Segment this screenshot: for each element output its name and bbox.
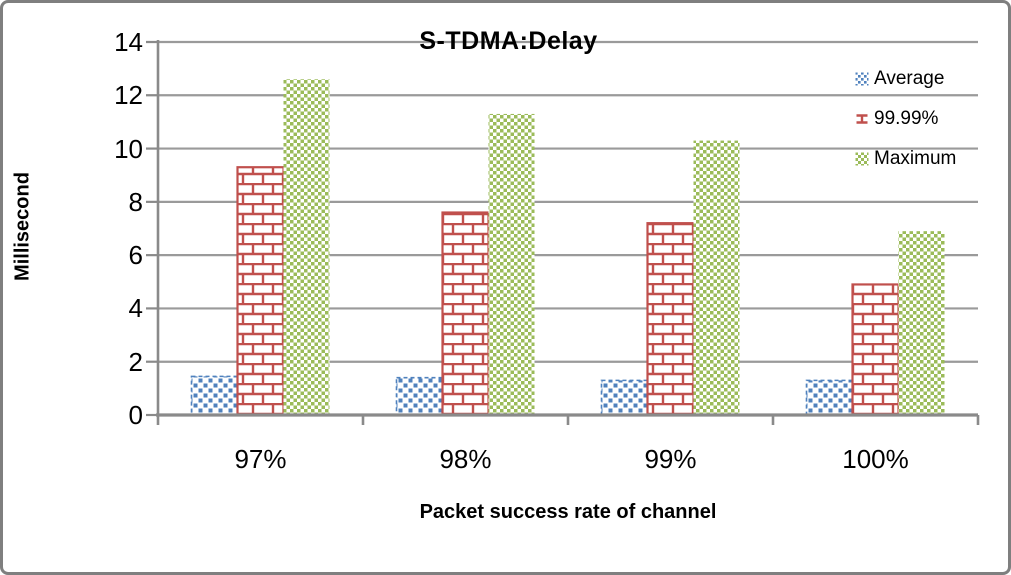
x-tick-label-97%: 97%: [234, 444, 287, 474]
legend-entry-Average: Average: [855, 66, 944, 92]
y-tick-label-4: 4: [128, 293, 143, 324]
y-tick-label-0: 0: [128, 400, 143, 430]
y-tick-label-10: 10: [114, 133, 143, 164]
bar-Average-98%: [395, 376, 444, 416]
x-tick-label-99%: 99%: [644, 444, 697, 474]
legend-entry-99.99%: 99.99%: [855, 106, 938, 132]
bar-Maximum-100%: [898, 231, 945, 415]
brick-pattern-icon: [856, 114, 868, 124]
legend-label: 99.99%: [874, 108, 939, 129]
x-tick-label-98%: 98%: [439, 444, 492, 474]
y-axis-title: Millisecond: [11, 172, 34, 281]
x-axis-title: Packet success rate of channel: [419, 501, 717, 523]
bar-Average-97%: [190, 375, 239, 416]
bar-99.99%-97%: [236, 166, 285, 417]
axes: [146, 40, 980, 425]
bar-99.99%-100%: [851, 283, 900, 417]
bar-Maximum-99%: [693, 140, 740, 416]
bar-Maximum-97%: [283, 79, 330, 416]
bar-Maximum-98%: [488, 113, 535, 415]
bar-99.99%-98%: [441, 211, 490, 417]
bar-Average-100%: [805, 379, 854, 416]
x-tick-label-100%: 100%: [842, 444, 909, 474]
y-tick-label-8: 8: [128, 186, 143, 217]
checker-pattern-icon: [855, 152, 869, 166]
legend-label: Maximum: [874, 148, 957, 169]
average-pattern-icon: [855, 72, 869, 86]
bar-99.99%-99%: [646, 222, 695, 417]
bar-chart-canvas: [146, 40, 980, 425]
y-tick-label-14: 14: [114, 27, 143, 57]
bar-Average-99%: [600, 379, 649, 416]
y-tick-label-2: 2: [128, 346, 143, 377]
y-tick-label-12: 12: [114, 80, 143, 111]
y-tick-label-6: 6: [128, 240, 143, 271]
chart-title: S-TDMA:Delay: [419, 27, 598, 55]
legend-entry-Maximum: Maximum: [855, 146, 956, 172]
legend-label: Average: [874, 68, 945, 89]
bars: [190, 79, 945, 417]
